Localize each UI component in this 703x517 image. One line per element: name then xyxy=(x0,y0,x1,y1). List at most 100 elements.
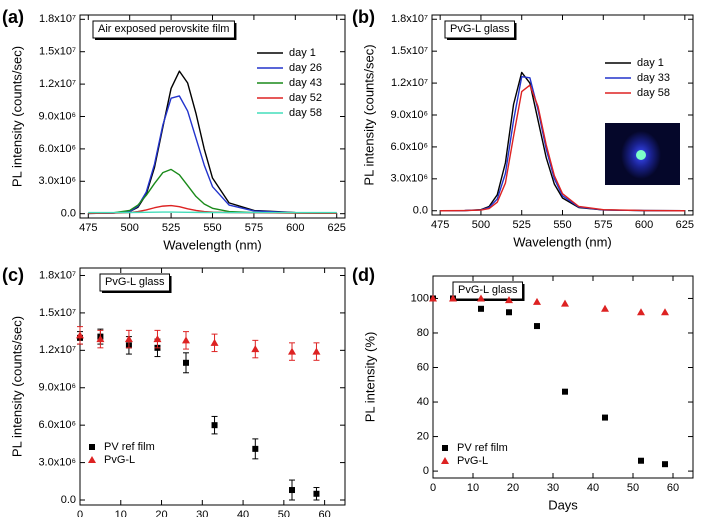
legend-label: day 43 xyxy=(289,77,322,89)
legend-label: PvG-L xyxy=(104,454,135,466)
x-tick-label: 525 xyxy=(162,222,180,234)
x-tick-label: 500 xyxy=(121,222,139,234)
y-axis-label: PL intensity (%) xyxy=(362,332,377,423)
y-tick-label: 1.5x10⁷ xyxy=(391,45,428,57)
y-tick-label: 3.0x10⁶ xyxy=(38,456,76,468)
data-point xyxy=(506,309,512,316)
legend-label: day 52 xyxy=(289,92,322,104)
data-point xyxy=(602,414,608,421)
inset-label-box xyxy=(444,20,516,39)
data-point xyxy=(533,297,541,305)
spectrum-line xyxy=(88,168,337,215)
data-point xyxy=(534,323,540,330)
inset-label: PvG-L glass xyxy=(450,23,510,35)
data-point xyxy=(182,336,190,344)
y-tick-label: 60 xyxy=(417,361,429,373)
data-point xyxy=(662,461,668,468)
data-point xyxy=(561,299,569,307)
x-tick-label: 0 xyxy=(430,482,436,494)
legend-label: PV ref film xyxy=(104,441,155,453)
x-tick-label: 550 xyxy=(553,219,571,231)
x-tick-label: 10 xyxy=(115,509,127,517)
data-point xyxy=(312,347,321,355)
data-point xyxy=(153,335,162,343)
legend-label: PvG-L xyxy=(457,455,488,467)
legend-box xyxy=(601,53,687,106)
x-tick-label: 20 xyxy=(507,482,519,494)
y-axis-label: PL intensity (counts/sec) xyxy=(361,44,376,185)
y-tick-label: 6.0x10⁶ xyxy=(38,143,76,155)
x-tick-label: 575 xyxy=(245,222,263,234)
x-tick-label: 475 xyxy=(79,222,97,234)
y-tick-label: 1.5x10⁷ xyxy=(39,46,76,58)
x-tick-label: 550 xyxy=(203,222,221,234)
legend-label: day 33 xyxy=(637,72,670,84)
legend-label: day 1 xyxy=(637,57,664,69)
y-tick-label: 1.8x10⁷ xyxy=(39,13,76,25)
x-tick-label: 600 xyxy=(635,219,653,231)
data-point xyxy=(124,335,133,343)
y-tick-label: 1.2x10⁷ xyxy=(39,344,76,356)
y-tick-label: 1.8x10⁷ xyxy=(391,13,428,25)
x-axis-label: Wavelength (nm) xyxy=(163,237,262,252)
inset-photo xyxy=(605,123,680,185)
y-axis-label: PL intensity (counts/sec) xyxy=(9,316,24,457)
spectrum-line xyxy=(88,95,337,215)
legend-marker xyxy=(89,444,95,450)
data-point xyxy=(637,308,645,316)
x-tick-label: 475 xyxy=(431,219,449,231)
x-tick-label: 50 xyxy=(627,482,639,494)
x-tick-label: 50 xyxy=(278,509,290,517)
data-point xyxy=(289,487,295,494)
legend-label: day 26 xyxy=(289,62,322,74)
legend-label: day 58 xyxy=(289,107,322,119)
y-tick-label: 1.2x10⁷ xyxy=(391,77,428,89)
x-tick-label: 60 xyxy=(667,482,679,494)
x-tick-label: 10 xyxy=(467,482,479,494)
inset-label: PvG-L glass xyxy=(105,276,165,288)
legend-label: day 58 xyxy=(637,87,670,99)
legend-label: PV ref film xyxy=(457,442,508,454)
y-tick-label: 6.0x10⁶ xyxy=(390,141,428,153)
legend-box xyxy=(253,43,339,126)
y-tick-label: 9.0x10⁶ xyxy=(38,382,76,394)
y-tick-label: 0.0 xyxy=(61,494,76,506)
y-tick-label: 40 xyxy=(417,396,429,408)
data-point xyxy=(313,490,320,497)
x-tick-label: 30 xyxy=(196,509,208,517)
legend-marker xyxy=(88,456,96,463)
y-tick-label: 6.0x10⁶ xyxy=(38,419,76,431)
plot-frame xyxy=(432,275,694,479)
data-point xyxy=(449,294,457,302)
x-tick-label: 500 xyxy=(472,219,490,231)
data-point xyxy=(661,308,669,316)
x-axis-label: Wavelength (nm) xyxy=(513,234,612,249)
x-tick-label: 625 xyxy=(328,222,346,234)
x-tick-label: 575 xyxy=(594,219,612,231)
x-tick-label: 0 xyxy=(77,509,83,517)
x-tick-label: 40 xyxy=(587,482,599,494)
data-point xyxy=(477,294,485,302)
spectrum-line xyxy=(88,211,337,214)
data-point xyxy=(251,345,260,353)
legend-label: day 1 xyxy=(289,47,316,59)
spectrum-line xyxy=(440,84,685,212)
x-tick-label: 30 xyxy=(547,482,559,494)
data-point xyxy=(562,388,568,395)
inset-label: Air exposed perovskite film xyxy=(98,23,229,35)
y-tick-label: 1.2x10⁷ xyxy=(39,78,76,90)
inset-label-box xyxy=(92,20,235,39)
inset-dot xyxy=(636,150,646,160)
data-point xyxy=(183,359,189,366)
x-tick-label: 40 xyxy=(237,509,249,517)
data-point xyxy=(288,347,296,355)
y-tick-label: 100 xyxy=(411,292,429,304)
legend-marker xyxy=(441,457,449,464)
x-axis-label: Days xyxy=(548,497,578,512)
x-tick-label: 600 xyxy=(286,222,304,234)
data-point xyxy=(638,457,644,464)
y-tick-label: 20 xyxy=(417,430,429,442)
data-point xyxy=(211,422,218,429)
inset-label-box xyxy=(99,273,171,292)
